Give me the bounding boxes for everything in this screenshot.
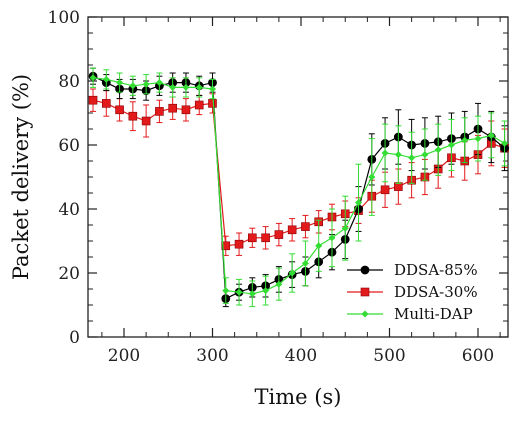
data-point: [315, 242, 323, 250]
data-point: [155, 79, 163, 87]
data-point: [102, 99, 111, 108]
data-point: [262, 287, 270, 295]
data-point: [355, 199, 363, 207]
data-point: [115, 105, 124, 115]
data-point: [168, 103, 177, 113]
x-axis-title: Time (s): [255, 385, 342, 409]
data-point: [341, 224, 349, 232]
data-point: [275, 280, 283, 288]
data-point: [141, 116, 151, 126]
data-point: [434, 146, 442, 154]
data-point: [142, 80, 150, 88]
data-point: [381, 149, 389, 157]
data-point: [89, 74, 97, 82]
legend: DDSA-85% DDSA-30% Multi-DAP: [347, 261, 478, 323]
data-point: [287, 225, 297, 235]
series-multi-dap: [89, 67, 509, 308]
data-point: [301, 259, 309, 267]
data-point: [380, 185, 390, 195]
series-line: [92, 99, 505, 247]
y-tick-label: 60: [58, 136, 80, 156]
data-point: [368, 173, 376, 181]
x-tick-label: 300: [196, 346, 228, 366]
legend-marker: [360, 265, 370, 275]
y-tick-label: 20: [58, 264, 80, 284]
data-point: [301, 222, 310, 231]
data-point: [195, 83, 203, 91]
legend-label: DDSA-85%: [394, 261, 478, 279]
data-point: [194, 100, 204, 110]
data-point: [88, 95, 98, 105]
data-point: [274, 230, 284, 239]
legend-label: Multi-DAP: [394, 305, 473, 323]
data-point: [208, 99, 217, 108]
data-point: [116, 79, 124, 87]
data-point: [461, 136, 469, 144]
data-point: [182, 83, 190, 91]
data-point: [128, 111, 138, 121]
legend-label: DDSA-30%: [394, 283, 478, 301]
series-layer: [88, 67, 509, 308]
legend-marker: [360, 287, 370, 297]
data-point: [288, 269, 296, 277]
data-point: [328, 234, 336, 242]
data-point: [501, 139, 509, 147]
x-tick-label: 200: [108, 346, 140, 366]
y-axis-title: Packet delivery (%): [9, 74, 33, 280]
data-point: [421, 151, 429, 159]
y-tick-label: 80: [58, 72, 80, 92]
data-point: [248, 233, 257, 243]
data-point: [447, 141, 455, 149]
data-point: [102, 75, 110, 83]
data-point: [408, 154, 416, 162]
data-point: [394, 151, 402, 159]
data-point: [487, 131, 495, 139]
x-tick-label: 500: [373, 346, 405, 366]
data-point: [248, 290, 256, 298]
data-point: [235, 288, 243, 296]
data-point: [261, 233, 270, 243]
data-point: [155, 107, 164, 116]
data-point: [221, 241, 231, 251]
y-tick-label: 0: [69, 328, 80, 348]
y-tick-label: 100: [48, 8, 80, 28]
y-tick-label: 40: [58, 200, 80, 220]
data-point: [169, 83, 177, 91]
data-point: [474, 135, 482, 143]
data-point: [222, 287, 230, 295]
data-point: [234, 239, 244, 249]
data-point: [181, 105, 191, 115]
x-tick-label: 400: [285, 346, 317, 366]
data-point: [209, 85, 216, 93]
legend-marker: [361, 310, 369, 318]
data-point: [129, 82, 137, 90]
x-tick-label: 600: [462, 346, 494, 366]
series-ddsa-30-: [88, 88, 509, 256]
